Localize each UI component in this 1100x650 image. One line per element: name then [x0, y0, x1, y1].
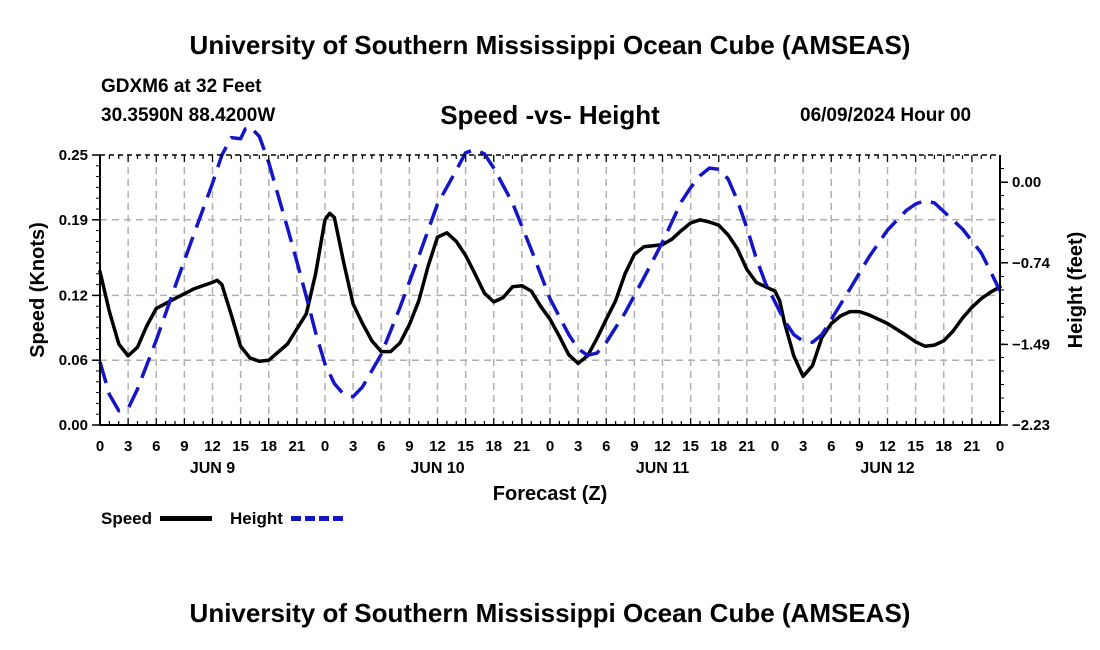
x-tick-label: 12 [204, 438, 221, 455]
x-tick-label: 0 [996, 438, 1004, 455]
x-tick-label: 21 [964, 438, 981, 455]
x-tick-label: 18 [935, 438, 952, 455]
x-tick-label: 9 [855, 438, 863, 455]
day-label: JUN 10 [410, 460, 464, 477]
x-tick-label: 0 [321, 438, 329, 455]
x-tick-label: 18 [710, 438, 727, 455]
y2-tick-label: 0.00 [1012, 174, 1041, 191]
y-tick-label: 0.25 [59, 147, 88, 164]
x-tick-label: 9 [405, 438, 413, 455]
x-tick-label: 6 [827, 438, 835, 455]
series-line-speed [98, 211, 1002, 379]
y2-tick-label: −1.49 [1012, 336, 1050, 353]
y-axis-title: Speed (Knots) [27, 222, 49, 358]
x-tick-label: 0 [96, 438, 104, 455]
footer-title: University of Southern Mississippi Ocean… [189, 598, 911, 628]
x-tick-label: 3 [124, 438, 132, 455]
y2-tick-label: −2.23 [1012, 417, 1050, 434]
x-tick-label: 15 [682, 438, 699, 455]
x-tick-label: 0 [546, 438, 554, 455]
x-tick-label: 15 [457, 438, 474, 455]
legend-speed-swatch [160, 516, 212, 521]
axis-labels: 0 3 6 9 12 15 18 21 0 3 6 9 12 15 18 21 0 3 6 9 12 15 18 21 0 3 6 9… [27, 147, 1087, 505]
x-tick-label: 3 [349, 438, 357, 455]
y-tick-label: 0.12 [59, 287, 88, 304]
x-tick-label: 12 [429, 438, 446, 455]
axis-ticks [92, 154, 1008, 426]
day-label: JUN 9 [190, 460, 235, 477]
x-tick-label: 9 [180, 438, 188, 455]
x-tick-label: 15 [232, 438, 249, 455]
x-tick-label: 12 [879, 438, 896, 455]
grid-lines [100, 155, 1000, 425]
x-tick-label: 18 [485, 438, 502, 455]
chart-subtitle: Speed -vs- Height [440, 100, 660, 130]
x-tick-label: 21 [514, 438, 531, 455]
x-tick-label: 6 [152, 438, 160, 455]
chart-title: University of Southern Mississippi Ocean… [189, 30, 911, 60]
y2-axis-title: Height (feet) [1065, 232, 1087, 349]
x-tick-label: 9 [630, 438, 638, 455]
coordinates-label: 30.3590N 88.4200W [101, 105, 276, 126]
x-tick-label: 15 [907, 438, 924, 455]
forecast-datetime: 06/09/2024 Hour 00 [800, 105, 972, 126]
x-tick-label: 18 [260, 438, 277, 455]
day-label: JUN 12 [860, 460, 914, 477]
day-label: JUN 11 [636, 460, 689, 477]
x-tick-label: 12 [654, 438, 671, 455]
legend-speed-label: Speed [101, 509, 153, 528]
y-tick-label: 0.00 [59, 417, 88, 434]
series-lines [98, 124, 1002, 413]
x-tick-label: 3 [799, 438, 807, 455]
legend-height-label: Height [230, 509, 283, 528]
y-tick-label: 0.06 [59, 352, 88, 369]
x-axis-title: Forecast (Z) [493, 483, 607, 505]
y-tick-label: 0.19 [59, 212, 88, 229]
x-tick-label: 3 [574, 438, 582, 455]
x-tick-label: 6 [602, 438, 610, 455]
station-label: GDXM6 at 32 Feet [101, 76, 262, 97]
legend-height-swatch [291, 516, 343, 521]
x-tick-label: 6 [377, 438, 385, 455]
series-line-height [98, 124, 1002, 413]
x-tick-label: 0 [771, 438, 779, 455]
y2-tick-label: −0.74 [1012, 255, 1051, 272]
x-tick-label: 21 [739, 438, 756, 455]
x-tick-label: 21 [289, 438, 306, 455]
